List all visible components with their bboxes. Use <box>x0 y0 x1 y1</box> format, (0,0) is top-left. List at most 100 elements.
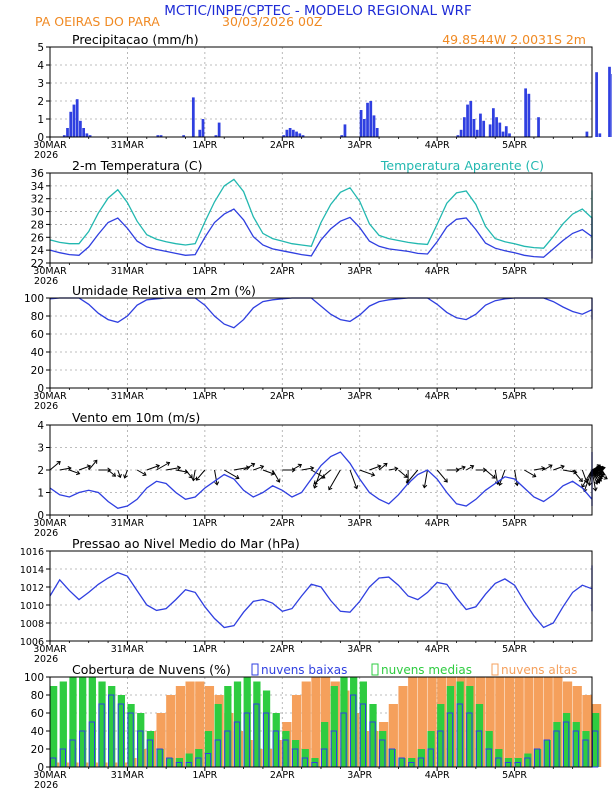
x-tick-label: 2APR <box>270 266 295 277</box>
precip-bar <box>343 124 347 137</box>
wind-arrow-head <box>93 459 98 464</box>
x-tick-label: 3APR <box>347 644 372 655</box>
wind-arrow-head <box>403 473 408 478</box>
wind-vector <box>523 469 536 478</box>
wind-vector <box>533 467 545 471</box>
wind-vector <box>543 464 553 471</box>
precip-bar <box>191 97 195 137</box>
cloud-bar-green <box>321 722 329 767</box>
plot-frame <box>49 550 593 642</box>
cloud-bar-orange <box>417 677 427 767</box>
cloud-bar-green <box>562 713 571 767</box>
wind-vector <box>88 460 98 471</box>
x-tick-label: 30MAR <box>33 518 67 529</box>
y-tick-label: 1008 <box>20 619 44 630</box>
precip-bar <box>488 124 492 137</box>
cloud-bar-green <box>437 704 445 767</box>
panel-slp: 1006 1008 1010 1012 1014 1016 30MAR 31MAR 1APR 2A… <box>20 536 593 665</box>
wind-vector <box>591 469 604 477</box>
wind-arrow-head <box>578 477 583 483</box>
precip-bar <box>362 119 366 137</box>
precip-bar <box>598 133 602 137</box>
cloud-bar-green <box>475 704 484 767</box>
x-tick-label: 31MAR <box>111 518 145 529</box>
wind-vector <box>253 465 264 471</box>
cloud-bar-orange <box>195 681 205 767</box>
precip-bar <box>156 135 160 137</box>
wind-vector <box>378 463 388 471</box>
panel-clouds: 0 20 40 60 80 100 30MAR 31MAR 1APR 2APR 3APR 4APR 5A… <box>24 662 602 791</box>
wind-arrow-head <box>56 460 61 466</box>
cloud-bar-green <box>466 686 474 767</box>
wind-arrow-head <box>191 477 197 482</box>
wind-arrow-head <box>245 465 251 471</box>
cloud-bar-green <box>224 686 232 767</box>
cloud-bar-green <box>543 740 551 767</box>
cloud-bar-green <box>553 722 561 767</box>
wind-vector <box>146 465 160 471</box>
wind-arrow-head <box>353 485 359 490</box>
plot-frame <box>49 424 593 516</box>
x-year-label: 2026 <box>34 528 58 539</box>
precip-bar <box>82 128 86 137</box>
cloud-bar-green <box>350 677 358 767</box>
wind-arrow-head <box>123 474 128 479</box>
x-tick-label: 5APR <box>502 140 527 151</box>
precip-bar <box>79 120 82 137</box>
wind-vector <box>465 465 474 471</box>
y-tick-label: 24 <box>31 245 45 257</box>
cloud-bar-orange <box>398 686 408 767</box>
x-tick-label: 5APR <box>502 644 527 655</box>
wind-vector <box>214 469 218 485</box>
panel-rh: 0 20 40 60 80 100 30MAR 31MAR 1APR 2APR 3APR 4APR 5A… <box>24 283 593 412</box>
y-tick-label: 1016 <box>20 547 44 558</box>
cloud-bar-green <box>146 731 155 767</box>
wind-arrow-head <box>107 467 112 473</box>
x-year-label: 2026 <box>34 654 58 665</box>
y-tick-label: 1012 <box>20 583 44 594</box>
wind-vector <box>107 469 116 477</box>
wind-arrow-head <box>111 472 117 477</box>
wind-vector <box>124 469 128 479</box>
wind-vector <box>359 469 375 476</box>
precip-bar <box>585 131 589 137</box>
precip-bar <box>69 111 73 137</box>
wind-arrow-head <box>461 465 466 471</box>
x-tick-label: 5APR <box>502 391 527 402</box>
wind-arrow-head <box>67 466 72 471</box>
cloud-bar-green <box>166 758 174 767</box>
cloud-bar-green <box>253 681 261 767</box>
precip-bar <box>88 135 92 137</box>
cloud-bar-green <box>582 731 590 767</box>
wind-arrow-head <box>259 464 265 470</box>
precip-bar <box>288 128 292 137</box>
cloud-bar-green <box>59 681 67 767</box>
wind-vector <box>313 469 322 489</box>
y-tick-label: 4 <box>37 60 44 72</box>
panel-title: Pressao ao Nivel Medio do Mar (hPa) <box>72 536 300 551</box>
cloud-bar-green <box>243 677 251 767</box>
y-tick-label: 0 <box>37 510 44 522</box>
wind-vector <box>175 469 188 473</box>
x-tick-label: 30MAR <box>33 140 67 151</box>
precip-bar <box>159 135 163 137</box>
cloud-bar-orange <box>427 677 437 767</box>
cloud-bar-orange <box>311 677 321 767</box>
precip-bar <box>479 113 482 137</box>
wind-arrow-head <box>597 477 602 482</box>
precip-bar <box>285 129 289 137</box>
wind-arrow-head <box>377 464 382 470</box>
y-tick-label: 80 <box>31 311 44 323</box>
precip-bar <box>537 117 540 137</box>
precip-bar <box>182 135 186 137</box>
wind-arrow-head <box>165 461 171 466</box>
run-time-label: 30/03/2026 00Z <box>222 14 323 29</box>
x-tick-label: 2APR <box>270 391 295 402</box>
precip-bar <box>301 135 305 137</box>
precip-bar <box>495 117 498 137</box>
wind-arrow-head <box>155 464 161 469</box>
precip-bar <box>372 115 376 137</box>
x-year-label: 2026 <box>34 150 58 161</box>
precip-bar <box>482 120 486 137</box>
